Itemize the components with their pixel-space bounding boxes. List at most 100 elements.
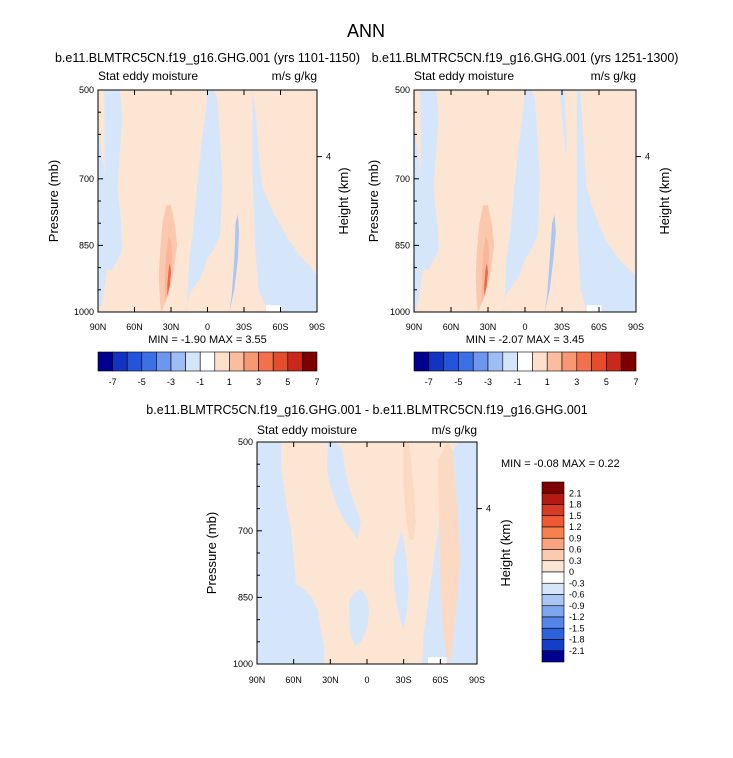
x-tick-label: 0 <box>205 322 210 332</box>
contour-region-8 <box>167 263 171 297</box>
x-tick-label: 60S <box>272 322 288 332</box>
colorbar-label: 7 <box>314 377 319 387</box>
contour-region-3 <box>502 90 540 312</box>
colorbar-label: -1 <box>196 377 204 387</box>
colorbar-box <box>302 351 318 372</box>
y-tick-label: 1000 <box>390 307 410 317</box>
colorbar-box <box>541 605 565 618</box>
contour-region-2 <box>326 442 361 540</box>
height-tick-label: 4 <box>645 152 650 162</box>
colorbar-box <box>541 515 565 528</box>
contour-region-2 <box>104 90 123 270</box>
colorbar-label: -0.3 <box>569 578 585 588</box>
colorbar-label: 3 <box>574 377 579 387</box>
x-tick-label: 30S <box>396 675 412 685</box>
colorbar-label: -1.8 <box>569 635 585 645</box>
colorbar-box <box>413 351 430 372</box>
contour-field <box>414 90 636 312</box>
colorbar-box <box>541 492 565 505</box>
colorbar-box <box>541 582 565 595</box>
colorbar-box <box>591 351 607 372</box>
contour-region-8 <box>428 657 447 664</box>
colorbar-label: -7 <box>109 377 117 387</box>
contour-region-3 <box>185 90 223 312</box>
colorbar-label: 1.2 <box>569 522 582 532</box>
colorbar-box <box>517 351 533 372</box>
colorbar-box <box>258 351 274 372</box>
colorbar-box <box>199 351 216 372</box>
colorbar-box <box>243 351 259 372</box>
colorbar-label: -0.9 <box>569 601 585 611</box>
colorbar-box <box>532 351 548 372</box>
colorbar-box <box>541 537 565 550</box>
y-tick-label: 850 <box>395 240 410 250</box>
colorbar-label: 1 <box>545 377 550 387</box>
colorbar: -7 -5 -3 -1 1 3 5 7 <box>97 351 320 387</box>
chart-panel-2: b.e11.BLMTRC5CN.f19_g16.GHG.001 (yrs 125… <box>366 51 678 387</box>
right-axis-label: Height (km) <box>336 167 351 234</box>
y-axis-label: Pressure (mb) <box>46 160 61 242</box>
contour-region-5 <box>348 588 370 647</box>
chart-title: b.e11.BLMTRC5CN.f19_g16.GHG.001 (yrs 125… <box>372 51 679 65</box>
x-tick-label: 90S <box>628 322 644 332</box>
colorbar-label: -0.6 <box>569 590 585 600</box>
colorbar-label: -5 <box>138 377 146 387</box>
colorbar-label: 3 <box>256 377 261 387</box>
units-label: m/s g/kg <box>432 423 477 437</box>
colorbar-box <box>561 351 578 372</box>
colorbar-box <box>185 351 201 372</box>
page-title: ANN <box>347 21 385 41</box>
colorbar-box <box>156 351 172 372</box>
x-tick-label: 30S <box>554 322 570 332</box>
y-axis-label: Pressure (mb) <box>204 512 219 594</box>
min-max-stats: MIN = -1.90 MAX = 3.55 <box>148 334 267 346</box>
colorbar-label: -7 <box>425 377 433 387</box>
colorbar-box <box>576 351 592 372</box>
height-tick-label: 4 <box>326 152 331 162</box>
colorbar-box <box>112 351 128 372</box>
colorbar-label: -3 <box>484 377 492 387</box>
colorbar-box <box>229 351 245 372</box>
colorbar: -7 -5 -3 -1 1 3 5 7 <box>413 351 639 387</box>
colorbar-box <box>428 351 444 372</box>
colorbar-label: -5 <box>454 377 462 387</box>
contour-region-1 <box>257 442 337 664</box>
x-tick-label: 60S <box>591 322 607 332</box>
colorbar-label: 7 <box>633 377 638 387</box>
colorbar-box <box>541 639 565 652</box>
colorbar-box <box>272 351 289 372</box>
colorbar-box <box>141 351 157 372</box>
contour-region-4 <box>252 90 317 312</box>
contour-region-4 <box>576 90 636 312</box>
colorbar-label: 5 <box>604 377 609 387</box>
colorbar-box <box>170 351 186 372</box>
units-label: m/s g/kg <box>272 69 317 83</box>
colorbar-box <box>606 351 622 372</box>
y-tick-label: 500 <box>395 85 410 95</box>
contour-region-5 <box>229 214 240 312</box>
contour-region-5 <box>559 90 567 153</box>
right-axis-label: Height (km) <box>657 167 672 234</box>
colorbar-label: -1 <box>514 377 522 387</box>
colorbar-box <box>97 351 113 372</box>
colorbar-box <box>541 549 565 562</box>
colorbar-label: -1.5 <box>569 623 585 633</box>
colorbar-box <box>546 351 563 372</box>
y-tick-label: 500 <box>238 437 253 447</box>
right-axis-label: Height (km) <box>498 519 513 586</box>
contour-region-6 <box>544 214 556 312</box>
colorbar-box <box>472 351 489 372</box>
x-tick-label: 30N <box>322 675 339 685</box>
contour-region-6 <box>437 442 460 664</box>
y-tick-label: 700 <box>79 174 94 184</box>
contour-region-7 <box>403 442 416 540</box>
x-tick-label: 30N <box>163 322 180 332</box>
colorbar-box <box>620 351 637 372</box>
chart-panel-3: b.e11.BLMTRC5CN.f19_g16.GHG.001 - b.e11.… <box>146 403 619 685</box>
x-tick-label: 60N <box>126 322 143 332</box>
colorbar-box <box>541 594 565 607</box>
colorbar-box <box>541 526 565 539</box>
colorbar-box <box>443 351 459 372</box>
colorbar-box <box>126 351 143 372</box>
